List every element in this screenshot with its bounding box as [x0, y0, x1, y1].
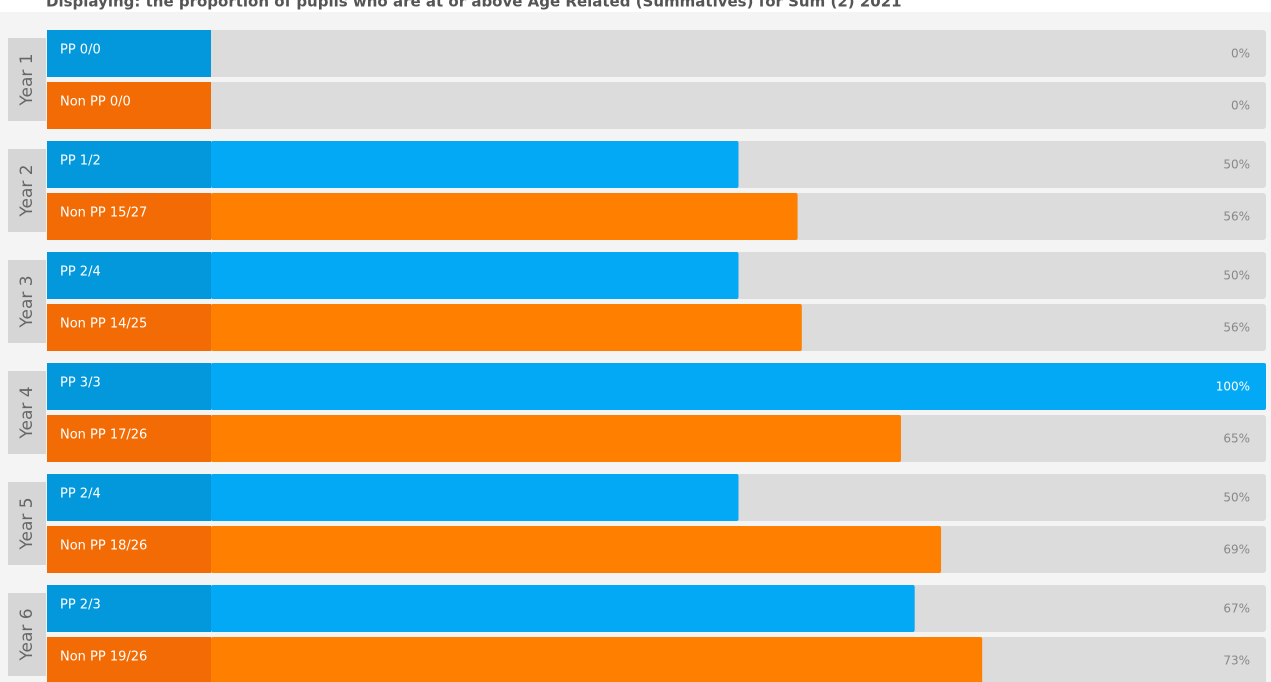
- year-box: [8, 593, 46, 676]
- value-label: 56%: [1223, 321, 1250, 335]
- value-label: 73%: [1223, 654, 1250, 668]
- bar-label-box: [47, 30, 211, 77]
- value-label: 65%: [1223, 432, 1250, 446]
- bar: [211, 474, 739, 521]
- bar-label-box: [47, 474, 211, 521]
- value-label: 100%: [1216, 380, 1250, 394]
- bar-label-box: [47, 415, 211, 462]
- bar-label: Non PP 18/26: [60, 539, 147, 554]
- bar: [211, 637, 983, 682]
- bar-label: PP 2/4: [60, 265, 101, 280]
- bar-label: PP 3/3: [60, 376, 101, 391]
- bar: [211, 141, 739, 188]
- bar-label: Non PP 19/26: [60, 650, 147, 665]
- bar-label-box: [47, 193, 211, 240]
- bar: [211, 585, 915, 632]
- bar-label: Non PP 15/27: [60, 206, 147, 221]
- year-label: Year 3: [17, 275, 37, 328]
- bar-label-box: [47, 637, 211, 682]
- bar: [211, 363, 1266, 410]
- year-label: Year 5: [17, 497, 37, 550]
- year-box: [8, 482, 46, 565]
- bar-label: Non PP 17/26: [60, 428, 147, 443]
- bar-label-box: [47, 363, 211, 410]
- year-box: [8, 149, 46, 232]
- value-label: 0%: [1231, 47, 1250, 61]
- value-label: 67%: [1223, 602, 1250, 616]
- bar-label-box: [47, 82, 211, 129]
- value-label: 50%: [1223, 491, 1250, 505]
- year-box: [8, 38, 46, 121]
- bar-label: PP 2/4: [60, 487, 101, 502]
- value-label: 56%: [1223, 210, 1250, 224]
- bar: [211, 415, 901, 462]
- year-label: Year 4: [17, 386, 37, 439]
- year-label: Year 1: [17, 53, 37, 106]
- header-strip: [0, 0, 1271, 12]
- bar-label: PP 0/0: [60, 43, 101, 58]
- bar-label-box: [47, 585, 211, 632]
- bar-label: PP 1/2: [60, 154, 101, 169]
- value-label: 50%: [1223, 269, 1250, 283]
- year-label: Year 2: [17, 164, 37, 217]
- bar-label: Non PP 14/25: [60, 317, 147, 332]
- bar-label-box: [47, 252, 211, 299]
- bar-track: [47, 82, 1266, 129]
- year-box: [8, 260, 46, 343]
- bar-label: Non PP 0/0: [60, 95, 131, 110]
- chart-title: Displaying: the proportion of pupils who…: [46, 0, 902, 11]
- bar-label-box: [47, 526, 211, 573]
- year-box: [8, 371, 46, 454]
- bar: [211, 526, 942, 573]
- bar-label-box: [47, 141, 211, 188]
- value-label: 50%: [1223, 158, 1250, 172]
- value-label: 0%: [1231, 99, 1250, 113]
- bar: [211, 252, 739, 299]
- bar-label-box: [47, 304, 211, 351]
- bar: [211, 304, 802, 351]
- bar-track: [47, 30, 1266, 77]
- bar-label: PP 2/3: [60, 598, 101, 613]
- year-label: Year 6: [17, 608, 37, 661]
- bar: [211, 193, 798, 240]
- value-label: 69%: [1223, 543, 1250, 557]
